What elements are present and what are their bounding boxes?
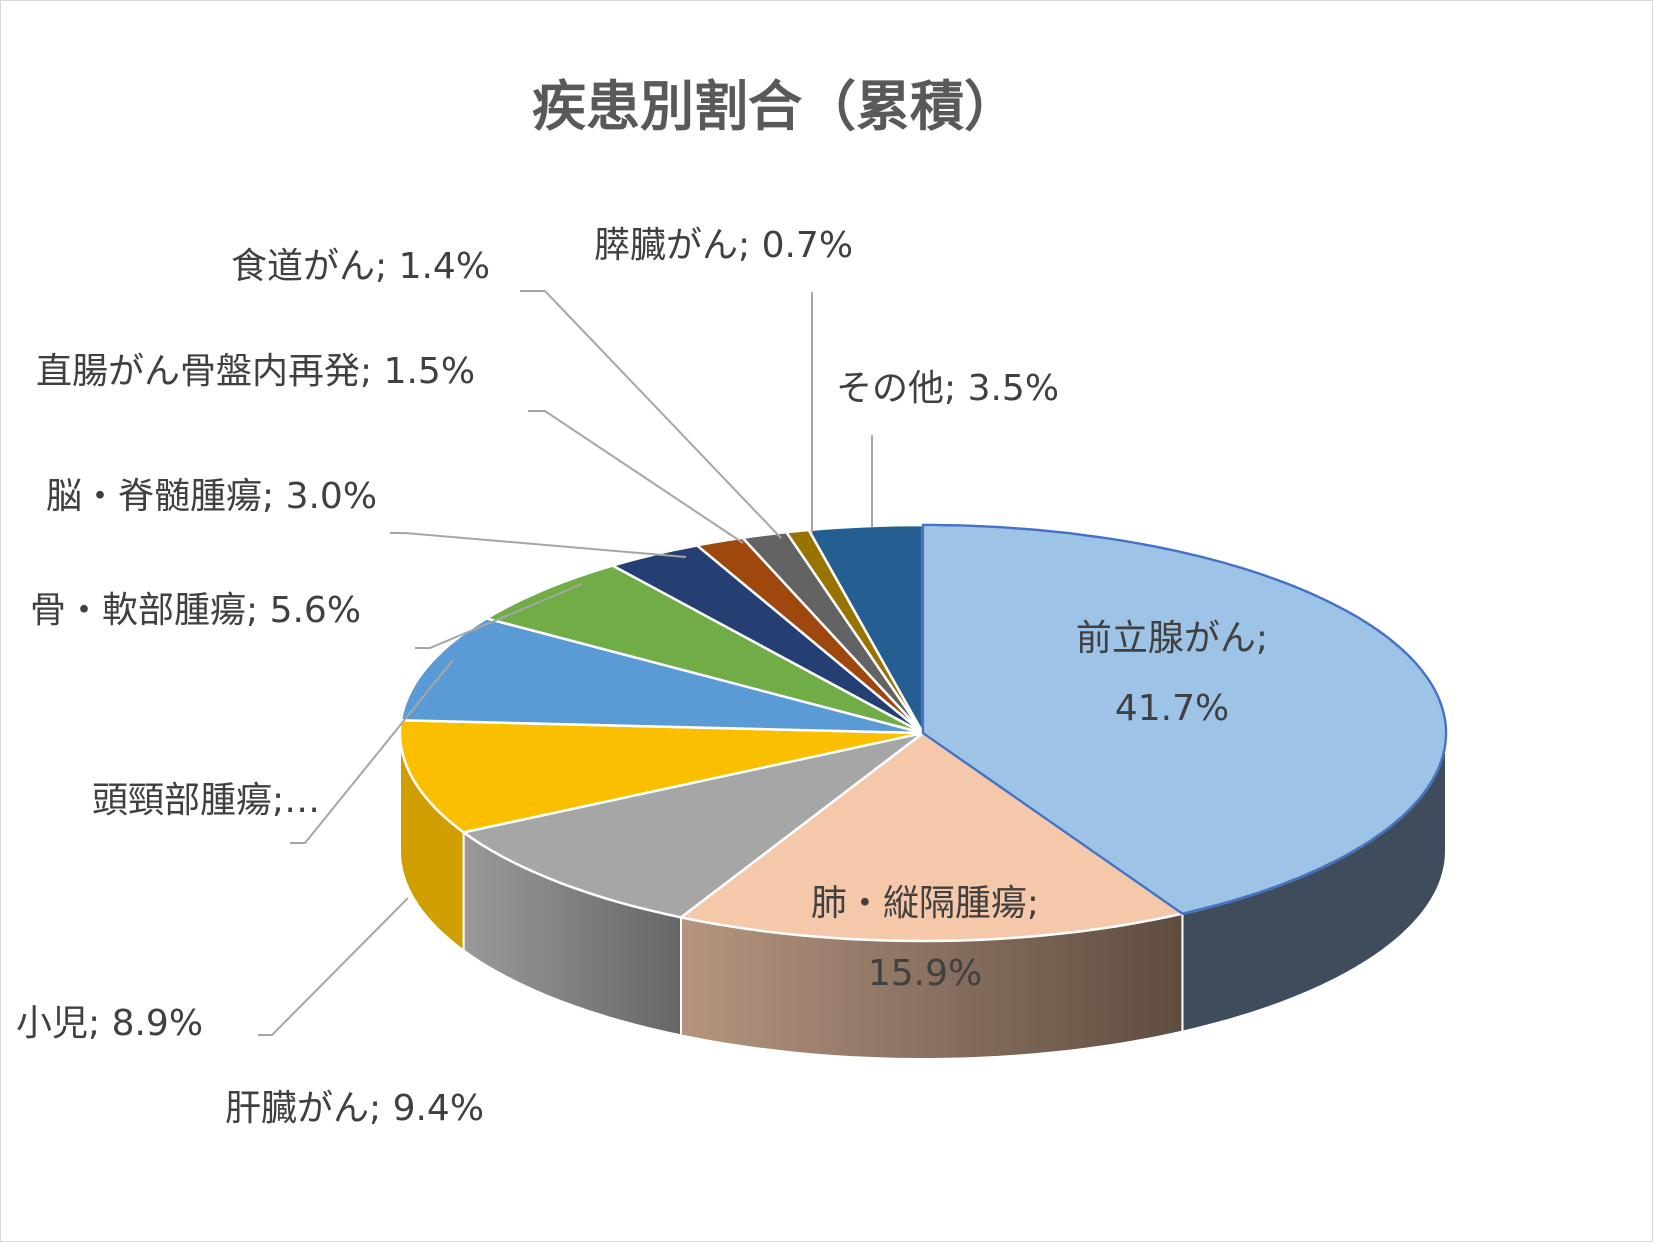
slice-8-label: 食道がん; 1.4% (231, 246, 490, 287)
slice-7-top (695, 536, 925, 735)
slice-4-leader (290, 659, 454, 844)
slice-4-label: 頭頸部腫瘍;… (92, 780, 320, 821)
slice-3-top (398, 719, 925, 834)
slice-1-top (679, 731, 1184, 943)
slice-7-leader (528, 410, 744, 544)
slice-8-leader (520, 290, 782, 539)
leader-lines (258, 290, 873, 1036)
slice-4-top (399, 617, 925, 735)
slice-0-outline (921, 523, 1448, 915)
data-labels: 前立腺がん; 41.7% 肺・縦隔腫瘍; 15.9% 肝臓がん; 9.4% 小児; 8.9… (16, 225, 1268, 1129)
slice-0-label-1: 41.7% (1115, 688, 1229, 729)
slice-9-top (785, 528, 925, 735)
slice-5-leader (415, 583, 583, 649)
slice-3-label: 小児; 8.9% (16, 1003, 203, 1044)
slice-9-label: 膵臓がん; 0.7% (594, 225, 853, 266)
slice-1-label-0: 肺・縦隔腫瘍; (811, 883, 1039, 924)
slice-8-top (741, 530, 925, 735)
slice-6-leader (390, 532, 687, 558)
slice-0-label-0: 前立腺がん; (1076, 618, 1268, 659)
chart-title: 疾患別割合（累積） (532, 75, 1018, 138)
slice-1-label-1: 15.9% (868, 953, 982, 994)
slice-5-top (485, 564, 925, 735)
slice-10-top (807, 523, 925, 735)
slice-10-label: その他; 3.5% (836, 368, 1059, 409)
slice-6-label: 脳・脊髄腫瘍; 3.0% (46, 476, 377, 517)
slice-2-top (462, 731, 925, 919)
pie-slices (398, 523, 1448, 943)
slice-7-label: 直腸がん骨盤内再発; 1.5% (36, 351, 475, 392)
slice-2-label: 肝臓がん; 9.4% (225, 1088, 484, 1129)
slice-5-label: 骨・軟部腫瘍; 5.6% (30, 590, 361, 631)
slice-3-leader (258, 897, 409, 1036)
